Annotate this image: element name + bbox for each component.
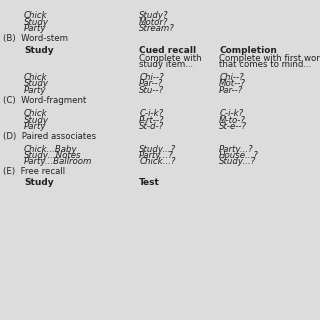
Text: Motor?: Motor? xyxy=(139,18,169,27)
Text: Stream?: Stream? xyxy=(139,24,175,33)
Text: Study: Study xyxy=(24,79,49,88)
Text: Study...?: Study...? xyxy=(219,157,256,166)
Text: Study...Notes: Study...Notes xyxy=(24,151,82,160)
Text: House...?: House...? xyxy=(219,151,259,160)
Text: Chick...Baby: Chick...Baby xyxy=(24,145,78,154)
Text: (D)  Paired associates: (D) Paired associates xyxy=(3,132,96,141)
Text: Study: Study xyxy=(24,18,49,27)
Text: Study...?: Study...? xyxy=(139,145,176,154)
Text: (B)  Word-stem: (B) Word-stem xyxy=(3,34,68,43)
Text: Mot--?: Mot--? xyxy=(219,79,246,88)
Text: Chick: Chick xyxy=(24,73,48,82)
Text: Complete with: Complete with xyxy=(139,54,202,63)
Text: Party...?: Party...? xyxy=(219,145,254,154)
Text: C-i-k?: C-i-k? xyxy=(219,109,244,118)
Text: Par--?: Par--? xyxy=(139,79,164,88)
Text: Par--?: Par--? xyxy=(219,86,244,95)
Text: Chi--?: Chi--? xyxy=(139,73,164,82)
Text: Test: Test xyxy=(139,178,160,187)
Text: study item...: study item... xyxy=(139,60,193,69)
Text: Study: Study xyxy=(24,116,49,125)
Text: Party: Party xyxy=(24,122,46,131)
Text: Chick: Chick xyxy=(24,109,48,118)
Text: Chick...?: Chick...? xyxy=(139,157,176,166)
Text: St-e--?: St-e--? xyxy=(219,122,247,131)
Text: (C)  Word-fragment: (C) Word-fragment xyxy=(3,96,87,105)
Text: that comes to mind...: that comes to mind... xyxy=(219,60,311,69)
Text: P-rt--?: P-rt--? xyxy=(139,116,165,125)
Text: Study?: Study? xyxy=(139,11,169,20)
Text: Chi--?: Chi--? xyxy=(219,73,244,82)
Text: (E)  Free recall: (E) Free recall xyxy=(3,167,65,176)
Text: C-i-k?: C-i-k? xyxy=(139,109,164,118)
Text: Completion: Completion xyxy=(219,46,277,55)
Text: Party: Party xyxy=(24,24,46,33)
Text: Party...?: Party...? xyxy=(139,151,174,160)
Text: St-d-?: St-d-? xyxy=(139,122,164,131)
Text: Chick: Chick xyxy=(24,11,48,20)
Text: Party: Party xyxy=(24,86,46,95)
Text: Study: Study xyxy=(24,178,54,187)
Text: Study: Study xyxy=(24,46,54,55)
Text: Stu--?: Stu--? xyxy=(139,86,164,95)
Text: Complete with first word: Complete with first word xyxy=(219,54,320,63)
Text: Cued recall: Cued recall xyxy=(139,46,196,55)
Text: Party...Ballroom: Party...Ballroom xyxy=(24,157,92,166)
Text: M-to-?: M-to-? xyxy=(219,116,246,125)
